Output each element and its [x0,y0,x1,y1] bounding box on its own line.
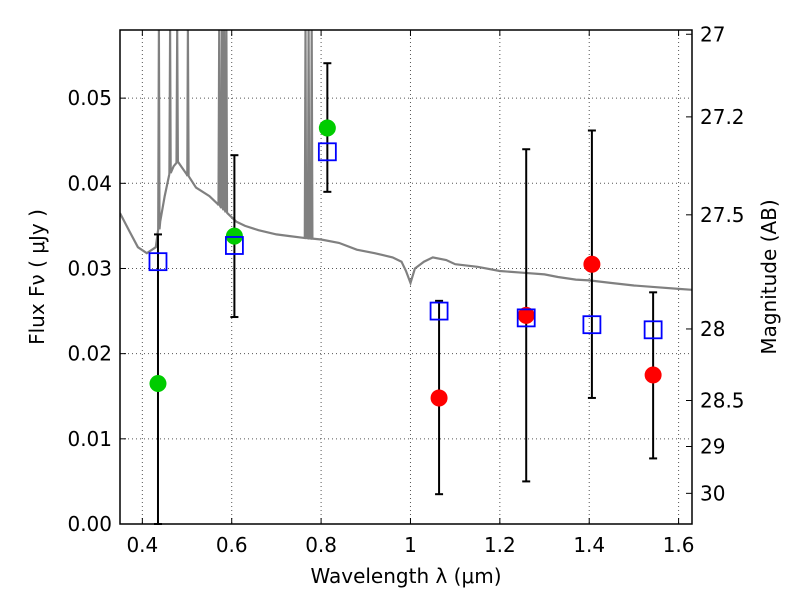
right-tick-label: 29 [700,434,725,458]
model-square-marker [148,252,168,272]
right-tick-label: 28 [700,317,725,341]
plot-frame [119,29,693,525]
upper-limit-point-marker [644,366,662,384]
y-tick-label: 0.03 [67,256,112,280]
x-tick-label: 1.2 [484,533,516,557]
model-square-marker [643,320,663,340]
upper-limit-point-marker [430,389,448,407]
right-tick-label: 28.5 [700,389,745,413]
y-axis-label: Flux Fν ( μJy ) [25,209,49,345]
axis-labels: Wavelength λ (μm) Flux Fν ( μJy ) Magnit… [25,199,781,588]
y-tick-label: 0.05 [67,86,112,110]
right-tick-label: 27.2 [700,105,745,129]
model-square-marker [582,315,602,335]
grid [120,30,692,525]
y-tick-label: 0.01 [67,427,112,451]
detected-point-marker [149,374,167,392]
model-square-marker [516,308,536,328]
y-tick-label: 0.04 [67,171,112,195]
y-tick-label: 0.00 [67,512,112,536]
ticks: 0.4 0.6 0.8 1 1.2 1.4 1.6 0.00 0.01 0.02 0.03 0.04 0… [67,22,744,557]
x-tick-label: 0.6 [216,533,248,557]
model-square-marker [224,236,244,255]
x-tick-label: 0.8 [305,533,337,557]
model-square-marker [317,142,337,162]
upper-limit-point-marker [583,255,601,273]
right-axis-label: Magnitude (AB) [757,199,781,354]
x-axis-label: Wavelength λ (μm) [310,564,501,588]
x-tick-label: 1 [404,533,417,557]
x-tick-label: 1.4 [573,533,605,557]
right-tick-label: 30 [700,481,725,505]
data-points [148,119,663,407]
error-bars [153,62,658,525]
y-tick-label: 0.02 [67,342,112,366]
right-tick-label: 27 [700,22,725,46]
sed-model-curve [120,30,692,291]
x-tick-label: 0.4 [126,533,158,557]
sed-model-line [120,30,692,291]
right-tick-label: 27.5 [700,203,745,227]
model-square-marker [429,301,449,321]
detected-point-marker [318,119,336,137]
x-tick-label: 1.6 [663,533,695,557]
